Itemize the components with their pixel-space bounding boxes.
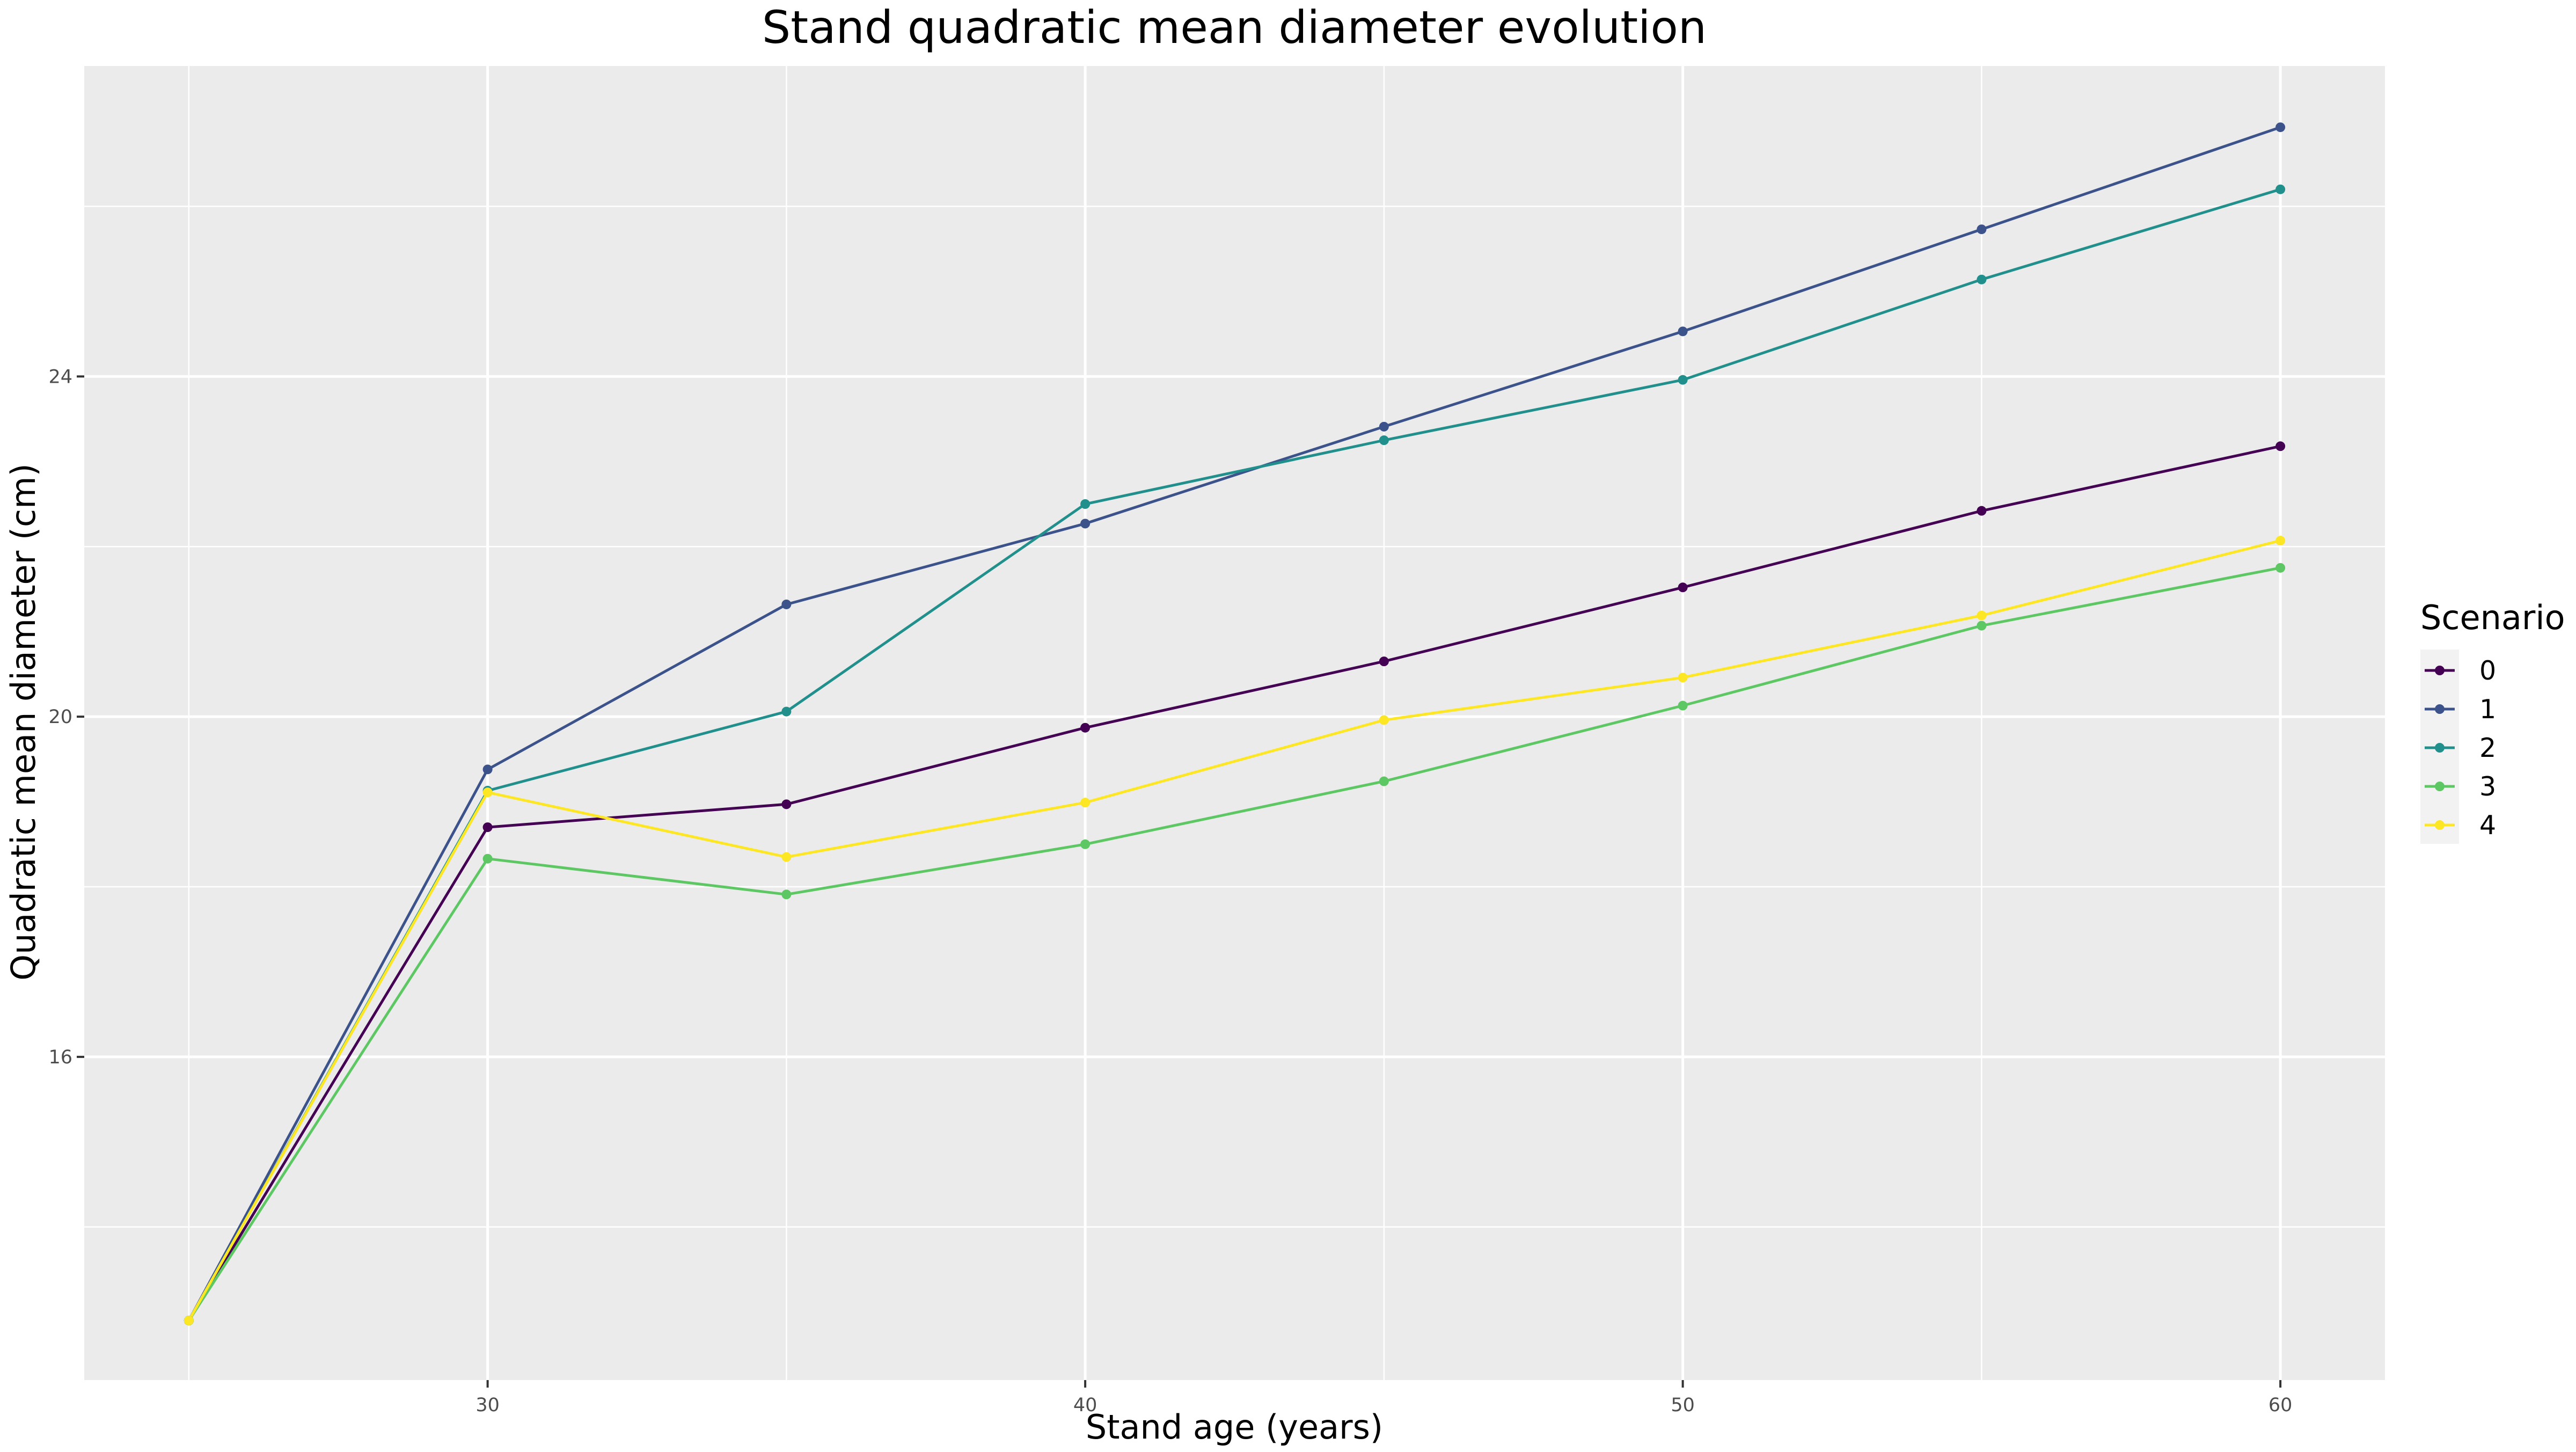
series-point-4 (1678, 673, 1688, 683)
series-point-1 (1977, 224, 1987, 235)
series-point-3 (2275, 563, 2286, 573)
series-point-2 (1080, 499, 1091, 509)
series-point-2 (781, 706, 792, 717)
series-point-3 (1678, 701, 1688, 711)
series-point-1 (2275, 122, 2286, 133)
series-line-2 (187, 188, 2281, 1322)
series-point-1 (781, 599, 792, 609)
legend-key-point-3 (2435, 782, 2445, 791)
y-tick-label: 16 (48, 1047, 72, 1068)
series-point-4 (482, 787, 493, 798)
series-point-4 (2275, 536, 2286, 546)
series-point-1 (1080, 519, 1091, 529)
series-point-3 (1080, 839, 1091, 849)
x-tick-label: 60 (2268, 1395, 2293, 1416)
legend-title: Scenario (2420, 598, 2565, 637)
plot-background (84, 66, 2385, 1380)
series-line-1 (187, 126, 2281, 1322)
series-point-4 (1977, 610, 1987, 621)
series-lines (187, 126, 2281, 1322)
series-line-4 (187, 539, 2281, 1322)
legend-key-point-4 (2435, 820, 2445, 830)
legend-label-3: 3 (2479, 771, 2496, 802)
series-point-1 (1379, 421, 1389, 432)
x-axis-label: Stand age (years) (1086, 1407, 1383, 1447)
series-point-0 (781, 799, 792, 809)
y-tick-label: 20 (48, 706, 72, 728)
legend-label-4: 4 (2479, 810, 2496, 841)
series-point-4 (1080, 798, 1091, 808)
y-tick-label: 24 (48, 366, 72, 388)
series-point-4 (184, 1316, 194, 1326)
series-point-4 (781, 852, 792, 862)
series-point-2 (1678, 375, 1688, 385)
legend: Scenario 0 1 2 3 4 (2420, 598, 2565, 844)
legend-key-point-2 (2435, 743, 2445, 753)
chart-title: Stand quadratic mean diameter evolution (762, 1, 1707, 54)
series-point-0 (1977, 506, 1987, 516)
x-tick-label: 40 (1073, 1395, 1097, 1416)
series-point-3 (482, 853, 493, 864)
series-point-2 (1977, 274, 1987, 284)
y-axis-label: Quadratic mean diameter (cm) (4, 463, 43, 980)
series-point-3 (1977, 621, 1987, 631)
series-point-0 (1080, 723, 1091, 733)
legend-label-2: 2 (2479, 733, 2496, 763)
series-point-4 (1379, 715, 1389, 725)
x-tick-label: 50 (1671, 1395, 1695, 1416)
series-point-3 (1379, 776, 1389, 786)
legend-label-0: 0 (2479, 655, 2496, 686)
series-point-1 (482, 764, 493, 775)
legend-key-point-1 (2435, 704, 2445, 714)
legend-label-1: 1 (2479, 694, 2496, 725)
data-points (184, 122, 2286, 1326)
legend-key-point-0 (2435, 666, 2445, 675)
series-line-0 (187, 444, 2281, 1322)
series-point-3 (781, 889, 792, 900)
series-point-0 (482, 822, 493, 833)
series-point-0 (1379, 656, 1389, 667)
series-point-0 (1678, 582, 1688, 593)
x-tick-label: 30 (475, 1395, 500, 1416)
series-point-2 (1379, 435, 1389, 446)
series-point-1 (1678, 326, 1688, 337)
axis-ticks: 30 40 50 60 16 20 24 (48, 366, 2292, 1416)
series-point-0 (2275, 441, 2286, 451)
series-line-3 (187, 566, 2281, 1322)
series-point-2 (2275, 184, 2286, 194)
